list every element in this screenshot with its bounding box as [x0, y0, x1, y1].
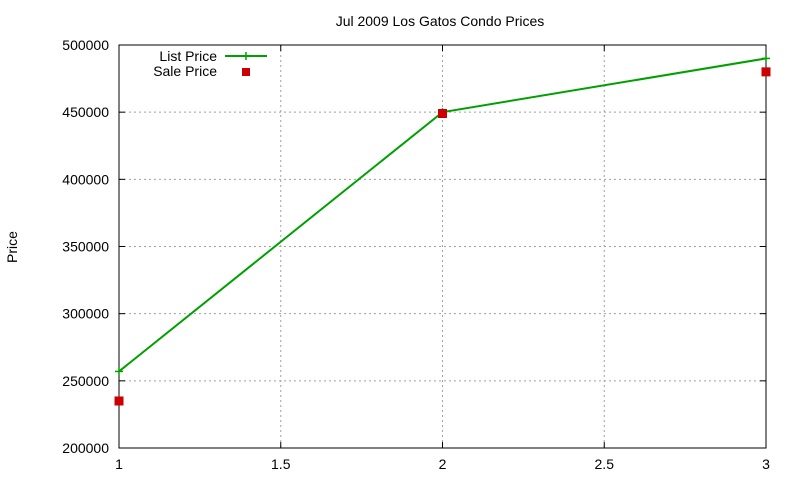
- x-tick-label: 2.5: [595, 456, 615, 472]
- series-layer: [114, 54, 771, 406]
- x-tick-label: 2: [439, 456, 447, 472]
- y-tick-label: 350000: [62, 239, 109, 255]
- y-tick-label: 500000: [62, 37, 109, 53]
- y-tick-label: 300000: [62, 306, 109, 322]
- legend-label-list-price: List Price: [159, 48, 217, 64]
- chart-title: Jul 2009 Los Gatos Condo Prices: [336, 13, 545, 29]
- y-tick-label: 450000: [62, 104, 109, 120]
- legend: List Price Sale Price: [140, 47, 275, 80]
- legend-label-sale-price: Sale Price: [153, 63, 217, 79]
- series-list-price: [115, 54, 770, 376]
- series-sale-price: [114, 67, 771, 406]
- y-tick-label: 400000: [62, 171, 109, 187]
- x-tick-label: 1.5: [271, 456, 291, 472]
- grid-lines: [119, 45, 766, 448]
- y-axis-ticks: 200000 250000 300000 350000 400000 450000 5000…: [62, 37, 766, 456]
- x-tick-label: 3: [762, 456, 770, 472]
- y-tick-label: 250000: [62, 373, 109, 389]
- y-axis-label: Price: [4, 231, 20, 263]
- y-tick-label: 200000: [62, 440, 109, 456]
- x-axis-ticks: 1 1.5 2 2.5 3: [115, 45, 770, 472]
- x-tick-label: 1: [115, 456, 123, 472]
